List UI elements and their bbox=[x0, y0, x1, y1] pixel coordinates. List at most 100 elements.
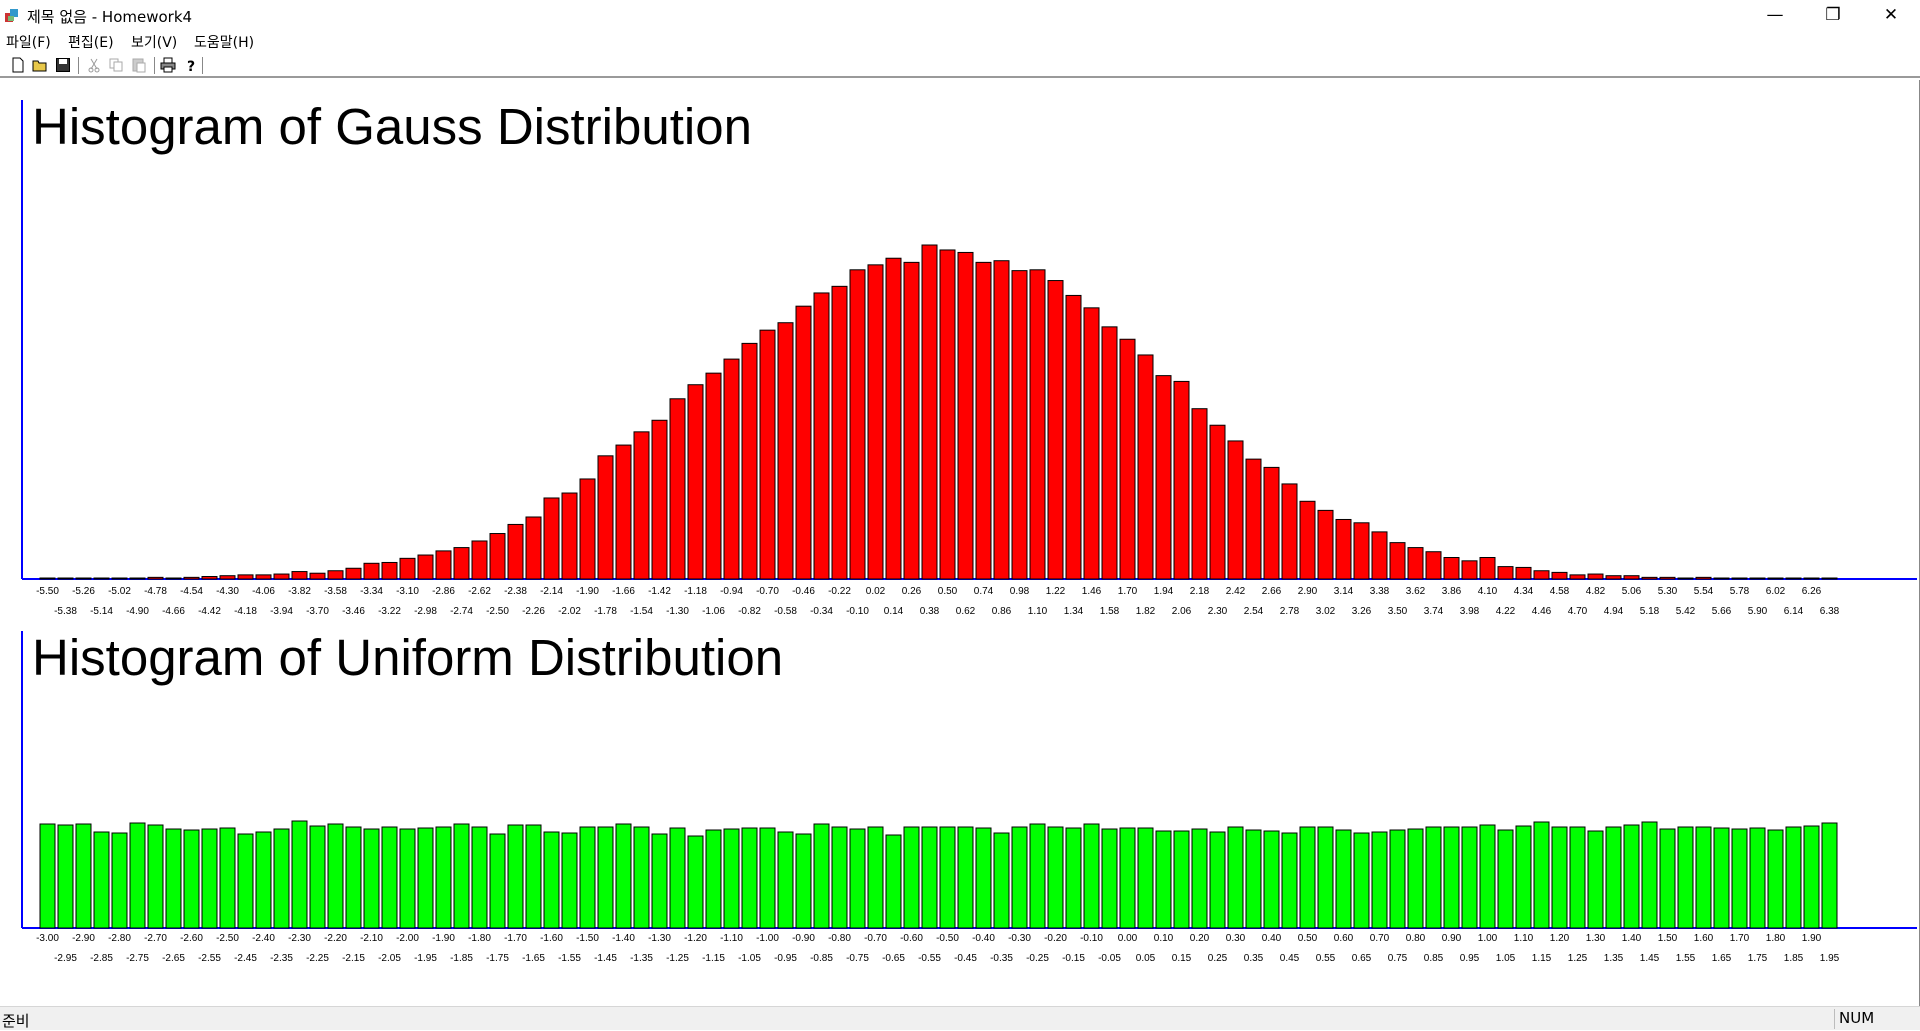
x-tick-label: 2.90 bbox=[1298, 586, 1318, 597]
x-tick-label: 4.70 bbox=[1568, 606, 1588, 617]
uniform-histogram: -3.00 -2.95 -2.90 -2.85 -2.80 -2.75 -2.70 -2.65… bbox=[21, 631, 1917, 964]
histogram-bar bbox=[651, 419, 668, 580]
close-button[interactable]: ✕ bbox=[1883, 5, 1899, 25]
x-tick-label: 3.98 bbox=[1460, 606, 1480, 617]
menu-help[interactable]: 도움말(H) bbox=[194, 35, 255, 51]
cut-icon[interactable] bbox=[86, 57, 102, 73]
print-icon[interactable] bbox=[160, 57, 176, 73]
histogram-bar bbox=[39, 823, 56, 929]
histogram-bar bbox=[1767, 577, 1784, 580]
x-tick-label: 0.35 bbox=[1244, 953, 1264, 964]
x-tick-label: 1.75 bbox=[1748, 953, 1768, 964]
x-tick-label: -1.90 bbox=[432, 933, 455, 944]
histogram-bar bbox=[957, 826, 974, 929]
histogram-bar bbox=[1803, 825, 1820, 929]
histogram-bar bbox=[1623, 824, 1640, 929]
x-tick-label: 1.90 bbox=[1802, 933, 1822, 944]
x-tick-label: 1.70 bbox=[1118, 586, 1138, 597]
histogram-bar bbox=[1281, 483, 1298, 580]
x-tick-label: -1.75 bbox=[486, 953, 509, 964]
status-bar: 준비 NUM bbox=[0, 1006, 1920, 1030]
x-tick-label: -0.75 bbox=[846, 953, 869, 964]
title-bar[interactable]: 제목 없음 - Homework4 — ❐ ✕ bbox=[0, 0, 1920, 30]
x-tick-label: 0.40 bbox=[1262, 933, 1282, 944]
x-tick-label: -1.10 bbox=[720, 933, 743, 944]
histogram-bar bbox=[1407, 828, 1424, 929]
histogram-bar bbox=[1623, 575, 1640, 580]
x-tick-label: -2.02 bbox=[558, 606, 581, 617]
histogram-bar bbox=[1497, 829, 1514, 929]
x-tick-label: -1.18 bbox=[684, 586, 707, 597]
x-tick-label: -0.60 bbox=[900, 933, 923, 944]
histogram-bar bbox=[1533, 821, 1550, 929]
x-tick-label: 1.82 bbox=[1136, 606, 1156, 617]
histogram-bar bbox=[885, 834, 902, 929]
x-tick-label: 0.02 bbox=[866, 586, 886, 597]
histogram-bar bbox=[219, 827, 236, 929]
x-tick-label: 4.46 bbox=[1532, 606, 1552, 617]
x-tick-label: -0.10 bbox=[1080, 933, 1103, 944]
x-tick-label: 5.78 bbox=[1730, 586, 1750, 597]
menu-edit[interactable]: 편집(E) bbox=[68, 35, 114, 51]
histogram-bar bbox=[1317, 826, 1334, 929]
copy-icon[interactable] bbox=[108, 57, 124, 73]
histogram-bar bbox=[1479, 824, 1496, 929]
histogram-bar bbox=[741, 342, 758, 580]
histogram-bar bbox=[1209, 424, 1226, 580]
histogram-bar bbox=[849, 269, 866, 580]
x-tick-label: -4.78 bbox=[144, 586, 167, 597]
app-icon bbox=[5, 9, 18, 22]
histogram-bar bbox=[1677, 577, 1694, 580]
menu-file[interactable]: 파일(F) bbox=[6, 35, 51, 51]
histogram-bar bbox=[831, 826, 848, 929]
histogram-bar bbox=[1389, 542, 1406, 580]
help-icon[interactable]: ? bbox=[183, 57, 199, 73]
x-tick-label: -2.90 bbox=[72, 933, 95, 944]
histogram-bar bbox=[1011, 826, 1028, 929]
x-tick-label: 6.26 bbox=[1802, 586, 1822, 597]
x-tick-label: -0.45 bbox=[954, 953, 977, 964]
histogram-bar bbox=[309, 825, 326, 929]
save-icon[interactable] bbox=[55, 57, 71, 73]
histogram-bar bbox=[579, 478, 596, 580]
histogram-bar bbox=[417, 554, 434, 580]
paste-icon[interactable] bbox=[131, 57, 147, 73]
histogram-bar bbox=[1371, 531, 1388, 580]
x-tick-label: -5.14 bbox=[90, 606, 113, 617]
histogram-bar bbox=[1731, 577, 1748, 580]
x-tick-label: -0.22 bbox=[828, 586, 851, 597]
x-tick-label: -4.90 bbox=[126, 606, 149, 617]
histogram-bar bbox=[345, 826, 362, 929]
menu-view[interactable]: 보기(V) bbox=[131, 35, 178, 51]
x-tick-label: -1.55 bbox=[558, 953, 581, 964]
histogram-bar bbox=[453, 823, 470, 929]
x-tick-label: -3.10 bbox=[396, 586, 419, 597]
histogram-bar bbox=[1191, 828, 1208, 929]
histogram-bar bbox=[1353, 522, 1370, 580]
open-icon[interactable] bbox=[32, 57, 48, 73]
histogram-bar bbox=[651, 833, 668, 929]
histogram-bar bbox=[543, 497, 560, 580]
num-lock-indicator: NUM bbox=[1834, 1009, 1920, 1029]
x-tick-label: -0.70 bbox=[756, 586, 779, 597]
x-tick-label: -0.40 bbox=[972, 933, 995, 944]
histogram-bar bbox=[453, 547, 470, 580]
histogram-bar bbox=[381, 561, 398, 580]
x-tick-label: 2.78 bbox=[1280, 606, 1300, 617]
histogram-bar bbox=[1047, 826, 1064, 929]
x-tick-label: 3.26 bbox=[1352, 606, 1372, 617]
x-tick-label: -3.94 bbox=[270, 606, 293, 617]
histogram-bar bbox=[57, 577, 74, 580]
x-tick-label: 1.10 bbox=[1514, 933, 1534, 944]
x-tick-label: 2.18 bbox=[1190, 586, 1210, 597]
minimize-button[interactable]: — bbox=[1766, 5, 1784, 25]
maximize-button[interactable]: ❐ bbox=[1825, 5, 1841, 25]
histogram-bar bbox=[165, 577, 182, 580]
svg-text:?: ? bbox=[187, 59, 195, 73]
x-tick-label: 1.05 bbox=[1496, 953, 1516, 964]
x-tick-label: -1.78 bbox=[594, 606, 617, 617]
x-tick-label: 0.26 bbox=[902, 586, 922, 597]
new-icon[interactable] bbox=[10, 57, 26, 73]
histogram-bar bbox=[1101, 828, 1118, 929]
x-tick-label: 1.35 bbox=[1604, 953, 1624, 964]
